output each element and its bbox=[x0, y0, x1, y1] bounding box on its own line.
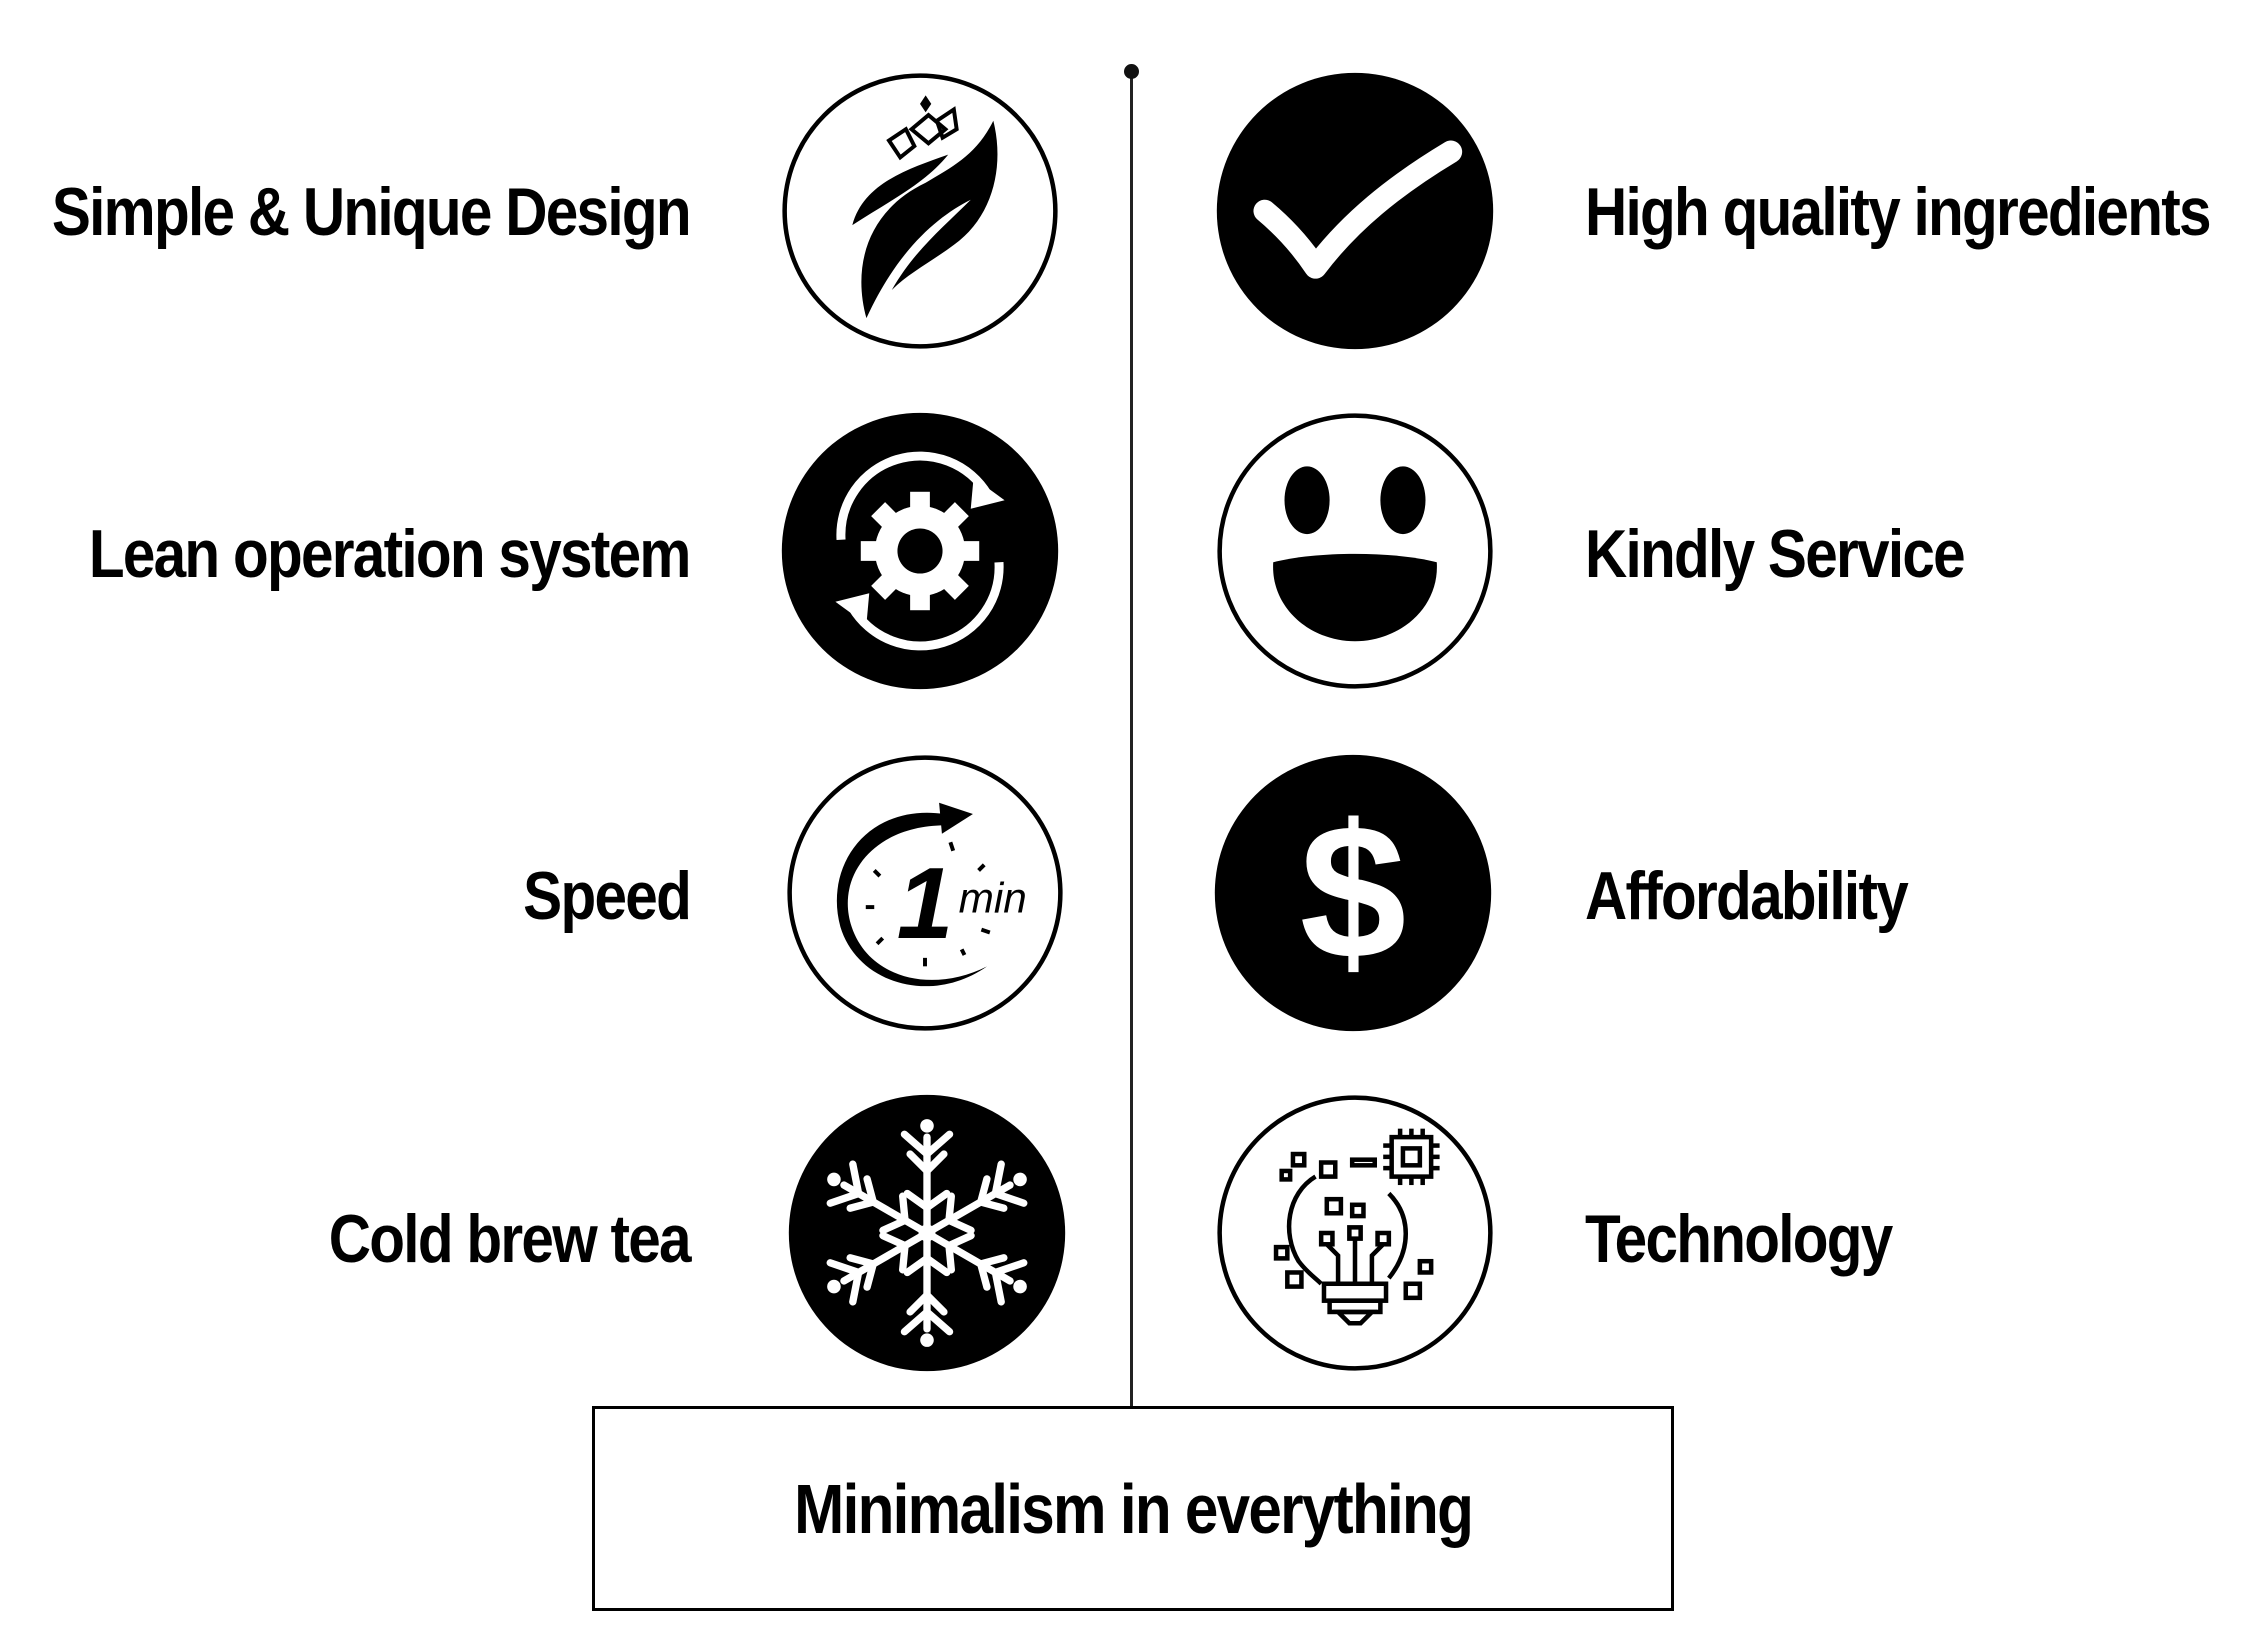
right-label-technology: Technology bbox=[1585, 1201, 1893, 1277]
svg-text:1: 1 bbox=[897, 846, 953, 960]
left-label-cold-brew: Cold brew tea bbox=[328, 1201, 692, 1277]
dollar-icon: $ bbox=[1212, 752, 1494, 1034]
snowflake-icon bbox=[786, 1092, 1068, 1374]
left-label-design: Simple & Unique Design bbox=[51, 174, 692, 250]
right-label-service: Kindly Service bbox=[1585, 516, 1966, 592]
right-label-affordability: Affordability bbox=[1585, 858, 1909, 934]
footer-text: Minimalism in everything bbox=[794, 1469, 1474, 1548]
leaf-icon bbox=[779, 70, 1061, 352]
left-label-speed: Speed bbox=[523, 858, 692, 934]
axis-top-dot bbox=[1124, 64, 1139, 79]
center-axis-line bbox=[1130, 70, 1133, 1408]
lightbulb-chip-icon bbox=[1214, 1092, 1496, 1374]
smiley-face-icon bbox=[1214, 410, 1496, 692]
checkmark-icon bbox=[1214, 70, 1496, 352]
svg-text:$: $ bbox=[1300, 784, 1407, 999]
gear-cycle-icon bbox=[779, 410, 1061, 692]
svg-text:min: min bbox=[959, 875, 1027, 922]
footer-box: Minimalism in everything bbox=[592, 1406, 1674, 1611]
right-label-quality: High quality ingredients bbox=[1585, 174, 2212, 250]
left-label-lean: Lean operation system bbox=[89, 516, 692, 592]
one-minute-timer-icon: 1 min bbox=[784, 752, 1066, 1034]
